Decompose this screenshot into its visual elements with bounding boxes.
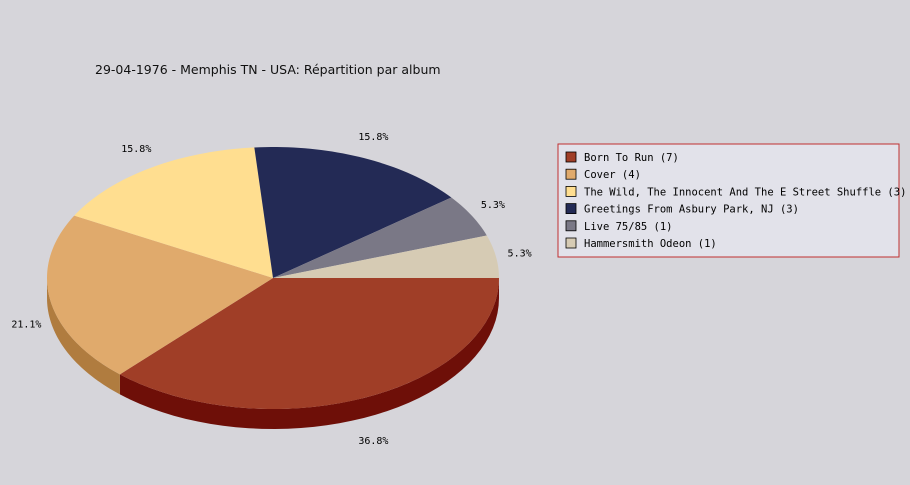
legend-entry: Born To Run (7) bbox=[584, 152, 679, 164]
pie-side-born-to-run-7 bbox=[119, 278, 500, 429]
pie-percent-label: 36.8% bbox=[358, 436, 388, 447]
legend-entry: Greetings From Asbury Park, NJ (3) bbox=[584, 204, 799, 216]
legend-swatch bbox=[565, 237, 577, 249]
legend-entry: Hammersmith Odeon (1) bbox=[584, 238, 717, 250]
pie-percent-labels: 36.8% 21.1% 15.8% 15.8% 5.3% 5.3% bbox=[11, 132, 531, 447]
legend-box bbox=[557, 143, 900, 258]
legend-items: Born To Run (7) Cover (4) The Wild, The In… bbox=[565, 151, 906, 250]
legend-swatch bbox=[565, 151, 577, 163]
chart-title: 29-04-1976 - Memphis TN - USA: Répartiti… bbox=[95, 62, 441, 77]
legend-swatch bbox=[565, 220, 577, 232]
pie-slice-hammersmith-odeon-1[interactable] bbox=[273, 235, 499, 278]
pie-percent-label: 15.8% bbox=[358, 132, 388, 143]
legend-swatch bbox=[565, 203, 577, 215]
pie-slice-live-75-85-1[interactable] bbox=[273, 197, 487, 278]
pie-percent-label: 5.3% bbox=[508, 249, 532, 260]
legend-swatch bbox=[565, 185, 577, 197]
legend-swatch bbox=[565, 168, 577, 180]
legend-entry: Live 75/85 (1) bbox=[584, 221, 673, 233]
pie-slice-the-wild-the-innocent-and-the-e-street-shuffle-3[interactable] bbox=[74, 147, 274, 278]
legend-entry: Cover (4) bbox=[584, 169, 641, 181]
pie-sides bbox=[47, 278, 500, 429]
pie-slice-born-to-run-7[interactable] bbox=[119, 278, 500, 409]
pie-slice-cover-4[interactable] bbox=[47, 215, 273, 375]
pie-percent-label: 15.8% bbox=[121, 144, 151, 155]
pie-slices bbox=[47, 147, 500, 409]
legend: Born To Run (7) Cover (4) The Wild, The In… bbox=[557, 143, 906, 258]
legend-entry: The Wild, The Innocent And The E Street … bbox=[584, 186, 906, 198]
pie-side-cover-4 bbox=[47, 278, 120, 395]
pie-percent-label: 5.3% bbox=[481, 200, 505, 211]
pie-slice-greetings-from-asbury-park-nj-3[interactable] bbox=[254, 147, 452, 278]
pie-percent-label: 21.1% bbox=[11, 320, 41, 331]
